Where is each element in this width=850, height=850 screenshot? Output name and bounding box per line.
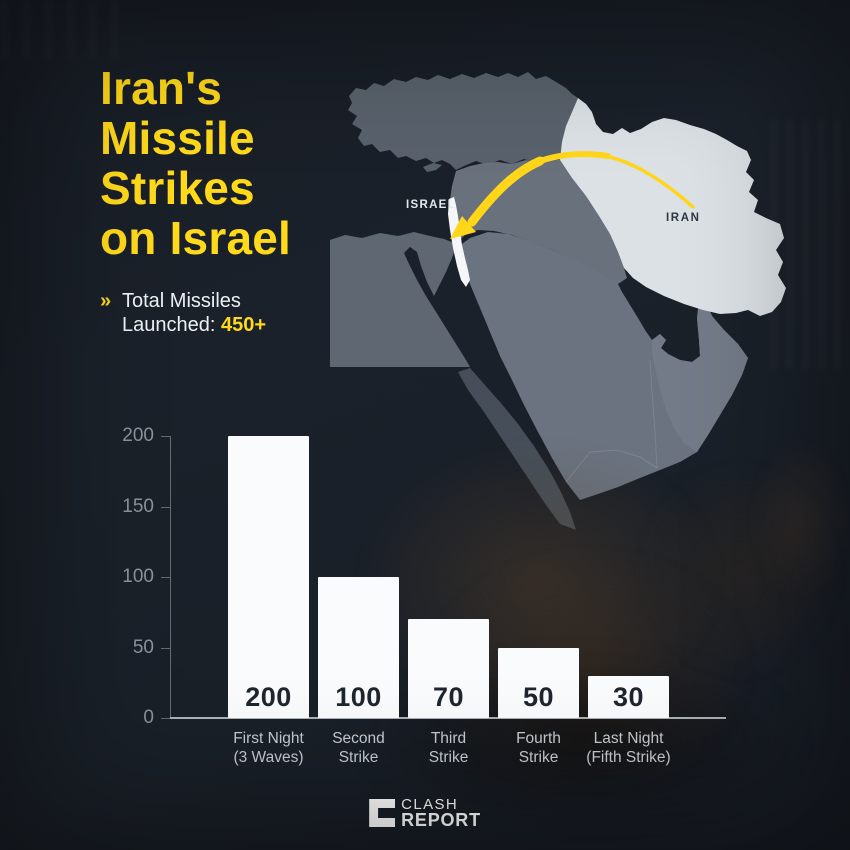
title-line: Iran's [100, 62, 223, 114]
bar-category-line: Second [332, 730, 385, 747]
logo-line-clash: CLASH [401, 796, 459, 813]
map-country-turkey [348, 72, 578, 170]
bar: 100 [318, 577, 399, 718]
map-country-egypt [330, 232, 470, 367]
y-tick-mark [161, 718, 170, 719]
map-country-cyprus [423, 163, 442, 172]
y-tick-label: 200 [122, 425, 154, 446]
clash-report-logo: CLASH REPORT [369, 796, 481, 830]
total-missiles-value: 450+ [220, 314, 267, 336]
y-tick-label: 0 [143, 707, 154, 728]
bar-value-label: 50 [522, 682, 555, 712]
bar-category-label: Third Strike [384, 729, 514, 767]
subtitle-label: Launched: [122, 314, 216, 336]
title-line: Missile [100, 112, 255, 164]
bar: 70 [408, 619, 489, 718]
y-axis-line [170, 436, 171, 718]
bar-value-label: 30 [612, 681, 645, 712]
bar-value-label: 100 [335, 682, 382, 712]
map-label-israel: ISRAEL [406, 199, 456, 211]
bar-category-label: Second Strike [294, 729, 424, 767]
bar-value-label: 200 [245, 682, 292, 712]
map-border-oman [649, 359, 658, 469]
arrowhead [450, 216, 476, 239]
bar-category-line: Fourth [516, 730, 561, 747]
map-country-iran [560, 98, 786, 316]
subtitle-line2: Launched: 450+ [100, 313, 266, 337]
clash-report-icon [369, 798, 396, 827]
bar-category-label: Fourth Strike [474, 729, 604, 767]
title-line: on Israel [100, 212, 291, 264]
bar: 50 [498, 647, 579, 718]
logo-line-report: REPORT [401, 810, 481, 830]
map-region-africa-strip [458, 368, 576, 530]
bar-category-label: Last Night (Fifth Strike) [564, 729, 694, 767]
bar-category-line: Third [430, 730, 467, 747]
y-tick-mark [161, 577, 170, 578]
title-line: Strikes [100, 162, 255, 214]
subtitle-line1: » Total Missiles [100, 289, 266, 313]
map-border-yemen [565, 449, 658, 483]
logo-text: CLASH REPORT [401, 796, 481, 830]
bar-category-line: Last Night [593, 730, 664, 747]
total-missiles-callout: » Total Missiles Launched: 450+ [100, 289, 266, 337]
y-tick-mark [161, 506, 170, 508]
bar-value-label: 70 [432, 681, 465, 712]
y-tick-label: 50 [132, 636, 154, 658]
x-axis-line [170, 717, 726, 719]
subtitle-text: Total Missiles [122, 290, 241, 312]
bar-category-line: First Night [233, 730, 304, 747]
bar-category-line: (Fifth Strike) [586, 749, 671, 766]
bar: 30 [588, 675, 669, 718]
y-tick-label: 100 [122, 566, 154, 587]
missile-arrow [450, 151, 695, 239]
bar-category-line: Strike [518, 749, 559, 766]
double-chevron-icon: » [100, 290, 112, 312]
y-tick-label: 150 [122, 495, 154, 517]
y-tick-mark [161, 436, 170, 437]
map-label-iran: IRAN [666, 212, 701, 224]
bar-category-line: (3 Waves) [233, 749, 304, 766]
bar: 200 [228, 436, 309, 718]
bar-category-label: First Night (3 Waves) [204, 729, 334, 767]
page-title: Iran's Missile Strikes on Israel [100, 63, 291, 263]
y-tick-mark [161, 647, 170, 649]
map-country-saudi-arabia [458, 232, 748, 500]
bar-category-line: Strike [338, 749, 379, 766]
bar-category-line: Strike [428, 749, 469, 766]
map-region-uae-oman [652, 292, 748, 452]
map-country-israel [448, 197, 470, 287]
